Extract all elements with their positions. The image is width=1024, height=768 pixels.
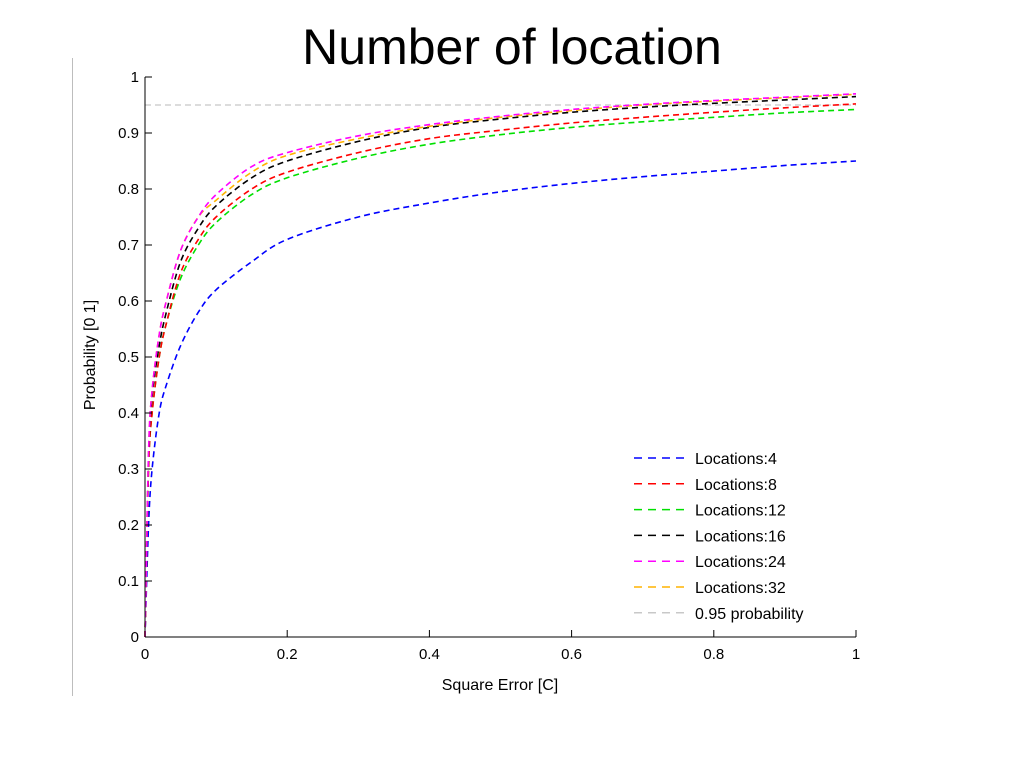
series-line-5 (144, 93, 857, 638)
x-tick-label: 1 (852, 646, 860, 663)
y-tick-label: 0.1 (118, 573, 139, 590)
y-axis-label: Probability [0 1] (82, 300, 99, 410)
series-line-1 (144, 160, 857, 638)
y-tick-label: 0.4 (118, 405, 139, 422)
slide-title: Number of location (302, 19, 722, 75)
y-tick-label: 0.8 (118, 181, 139, 198)
legend-label: Locations:12 (695, 503, 786, 520)
x-tick-label: 0 (141, 646, 149, 663)
axes: 0 0.2 0.4 0.6 0.8 1 0 0.1 0.2 0.3 0.4 0.5 0.6 0.7 0.8 0… (118, 69, 860, 663)
series-lines (144, 93, 857, 638)
legend: Locations:4 Locations:8 Locations:12 Locati… (634, 451, 804, 623)
y-tick-label: 0.7 (118, 237, 139, 254)
x-tick-label: 0.6 (561, 646, 582, 663)
y-tick-label: 0.9 (118, 125, 139, 142)
y-tick-label: 1 (131, 69, 139, 86)
x-tick-label: 0.8 (703, 646, 724, 663)
y-tick-label: 0.2 (118, 517, 139, 534)
y-tick-label: 0 (131, 629, 139, 646)
legend-label: 0.95 probability (695, 606, 804, 623)
plot-frame (145, 77, 856, 637)
legend-label: Locations:16 (695, 528, 786, 545)
x-tick-label: 0.4 (419, 646, 440, 663)
legend-label: Locations:4 (695, 451, 777, 468)
plot-background (145, 77, 856, 637)
series-line-4 (144, 95, 857, 638)
x-tick-label: 0.2 (277, 646, 298, 663)
legend-label: Locations:32 (695, 580, 786, 597)
left-divider (72, 58, 73, 696)
legend-label: Locations:8 (695, 477, 777, 494)
x-axis-label: Square Error [C] (442, 677, 558, 694)
y-tick-label: 0.5 (118, 349, 139, 366)
y-tick-label: 0.3 (118, 461, 139, 478)
series-line-2 (144, 103, 857, 638)
legend-label: Locations:24 (695, 554, 786, 571)
y-tick-label: 0.6 (118, 293, 139, 310)
